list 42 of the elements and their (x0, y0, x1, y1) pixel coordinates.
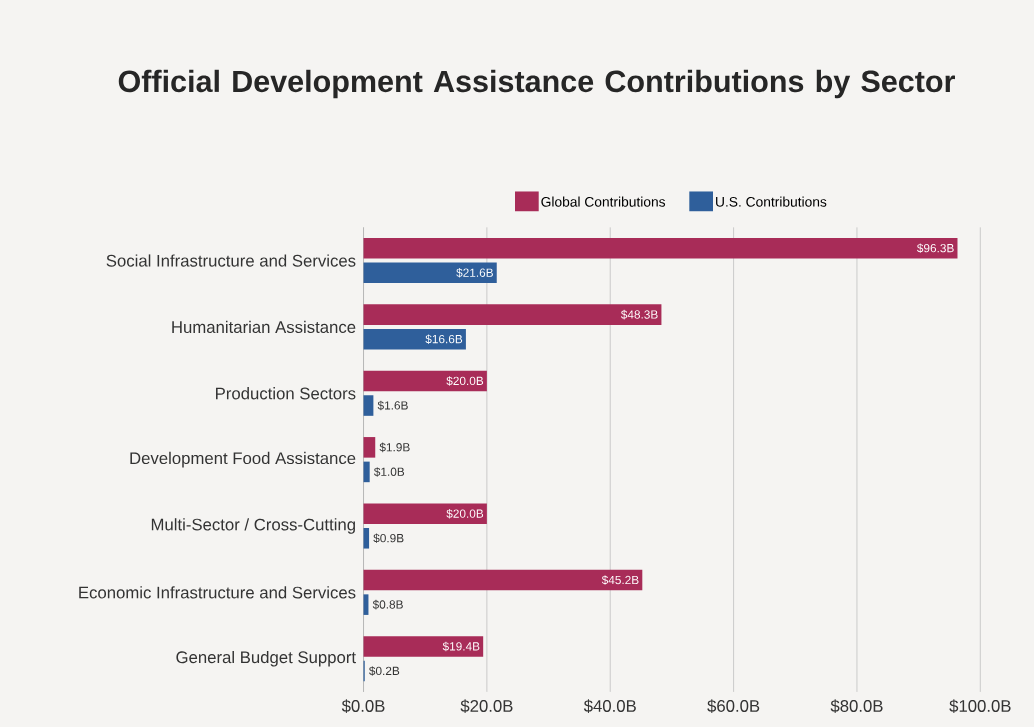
y-tick-label: Humanitarian Assistance (172, 320, 356, 333)
data-label: $20.0B (446, 508, 484, 519)
bar (363, 569, 643, 591)
x-tick-label: $60.0B (707, 699, 760, 713)
x-tick-label: $80.0B (830, 699, 883, 713)
data-label: $20.0B (446, 375, 484, 386)
y-tick-label: Production Sectors (216, 386, 356, 400)
y-tick-label: Development Food Assistance (130, 451, 356, 468)
legend-label: Global Contributions (541, 196, 666, 207)
data-label: $21.6B (456, 267, 493, 278)
legend-label: U.S. Contributions (716, 196, 827, 207)
bar (363, 503, 487, 524)
data-label: $1.6B (377, 400, 408, 411)
bar (363, 328, 466, 350)
bar (363, 461, 370, 482)
x-tick-label: $20.0B (460, 699, 513, 713)
data-label: $1.0B (373, 466, 405, 477)
data-label: $0.2B (369, 665, 400, 676)
y-tick-label: Social Infrastructure and Services (106, 254, 356, 267)
x-tick-label: $100.0B (949, 699, 1011, 713)
y-tick-label: Multi-Sector / Cross-Cutting (151, 517, 355, 534)
bar (363, 436, 376, 458)
bar (363, 370, 487, 392)
x-tick-label: $0.0B (341, 699, 385, 713)
data-label: $19.4B (442, 641, 480, 651)
chart-title: Official Development Assistance Contributions by Sector (118, 69, 955, 98)
data-label: $96.3B (917, 243, 954, 253)
data-label: $1.9B (379, 442, 410, 452)
bar (363, 527, 370, 549)
y-tick-label: Economic Infrastructure and Services (79, 585, 356, 599)
bar (363, 262, 497, 283)
data-label: $0.8B (372, 599, 403, 610)
bar (363, 237, 958, 259)
data-label: $16.6B (425, 334, 463, 344)
data-label: $45.2B (601, 575, 639, 585)
x-tick-label: $40.0B (583, 699, 636, 713)
bar (363, 395, 374, 416)
bar (363, 635, 484, 657)
bar (363, 304, 662, 325)
data-label: $0.9B (373, 533, 404, 543)
y-tick-label: General Budget Support (176, 650, 356, 667)
data-label: $48.3B (620, 309, 658, 320)
